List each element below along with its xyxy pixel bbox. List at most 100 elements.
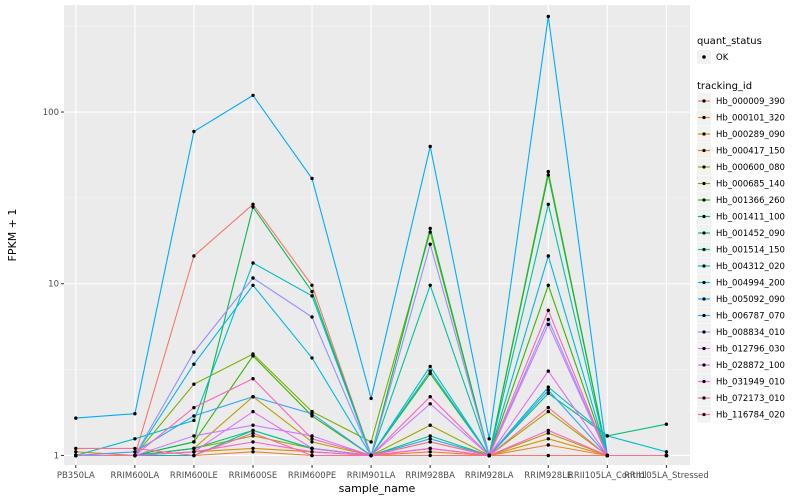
legend-point-key (702, 379, 706, 384)
data-point (428, 434, 432, 438)
data-point (546, 202, 550, 206)
data-point (546, 385, 550, 389)
data-point (251, 202, 255, 206)
data-point (192, 414, 196, 418)
data-point (428, 423, 432, 427)
data-point (546, 431, 550, 435)
data-point (251, 431, 255, 435)
legend-label: Hb_001514_150 (716, 246, 785, 256)
legend-point-key (702, 396, 706, 400)
data-point (546, 409, 550, 414)
data-point (310, 437, 314, 441)
legend-label: Hb_000417_150 (716, 147, 785, 157)
data-point (546, 453, 550, 458)
x-tick-label: RRIM600LA (111, 471, 160, 481)
legend-label: Hb_008834_010 (716, 328, 785, 338)
y-tick-label: 100 (43, 108, 59, 118)
y-axis: 1 10 100 (43, 108, 64, 461)
legend-point-key (702, 99, 706, 103)
data-point (310, 176, 314, 181)
legend-title-quant-status: quant_status (697, 36, 762, 47)
data-point (251, 434, 255, 438)
x-tick-label: RRIM928LE (524, 471, 572, 481)
legend-point-key (702, 346, 706, 351)
data-point (428, 283, 432, 287)
data-point (428, 369, 432, 373)
data-point (428, 371, 432, 376)
data-point (546, 169, 550, 174)
data-point (546, 14, 550, 19)
data-point (133, 412, 137, 416)
data-point (74, 450, 78, 454)
data-point (310, 315, 314, 319)
legend-point-key (702, 181, 706, 186)
data-point (133, 446, 137, 451)
legend-point-key (702, 231, 706, 235)
data-point (192, 254, 196, 258)
x-tick-label: RRII105LA_Control (568, 471, 647, 481)
data-point (428, 364, 432, 369)
legend-label: Hb_000101_320 (716, 114, 785, 124)
data-point (251, 440, 255, 444)
data-point (74, 416, 78, 420)
data-point (546, 173, 550, 177)
data-point (310, 294, 314, 298)
legend-label: Hb_004312_020 (716, 262, 785, 272)
legend-label: Hb_072173_010 (716, 394, 785, 404)
x-tick-label: RRIM928LA (465, 471, 514, 481)
data-point (428, 402, 432, 406)
data-point (664, 422, 669, 426)
data-point (605, 434, 609, 438)
x-tick-label: RRII105LA_Stressed (624, 471, 709, 481)
legend-label: Hb_000289_090 (716, 130, 785, 140)
legend-title-tracking-id: tracking_id (697, 81, 752, 92)
data-point (369, 440, 373, 444)
data-point (133, 437, 137, 441)
data-point (546, 317, 550, 322)
data-point (664, 450, 669, 454)
legend-label: Hb_004994_200 (716, 279, 785, 289)
data-points (74, 14, 669, 458)
data-point (546, 308, 550, 312)
data-point (251, 205, 255, 209)
data-point (310, 412, 314, 416)
data-point (192, 382, 196, 386)
data-point (310, 356, 314, 360)
data-point (251, 354, 255, 358)
legend-point-key (702, 214, 706, 219)
data-point (192, 440, 196, 444)
legend-point-key (702, 115, 706, 120)
data-point (192, 405, 196, 410)
plot-panel (64, 5, 690, 465)
data-point (251, 428, 255, 433)
data-point (192, 434, 196, 438)
legend-point-key (702, 198, 706, 202)
data-point (133, 453, 137, 458)
data-point (310, 453, 314, 458)
legend-point-key (702, 165, 706, 169)
legend-point-key (702, 412, 706, 417)
x-tick-label: RRIM600LE (170, 471, 218, 481)
legend-label: Hb_000600_080 (716, 163, 785, 173)
grid-lines (64, 5, 690, 465)
data-point (192, 418, 196, 423)
data-point (605, 453, 609, 458)
legend-label: Hb_001452_090 (716, 229, 785, 239)
data-point (428, 437, 432, 441)
legend-label: Hb_005092_090 (716, 295, 785, 305)
legend-point-key (702, 313, 706, 318)
legend-label: Hb_001411_100 (716, 213, 785, 223)
data-point (546, 369, 550, 373)
legend-point-key (702, 330, 706, 334)
legend-label: Hb_000685_140 (716, 180, 785, 190)
data-point (192, 350, 196, 354)
data-point (546, 254, 550, 258)
data-point (74, 446, 78, 451)
data-point (133, 450, 137, 454)
data-point (251, 446, 255, 451)
data-point (192, 453, 196, 458)
data-point (251, 377, 255, 381)
x-tick-label: RRIM600SE (229, 471, 278, 481)
legend-label: Hb_006787_070 (716, 312, 785, 322)
data-point (74, 453, 78, 458)
